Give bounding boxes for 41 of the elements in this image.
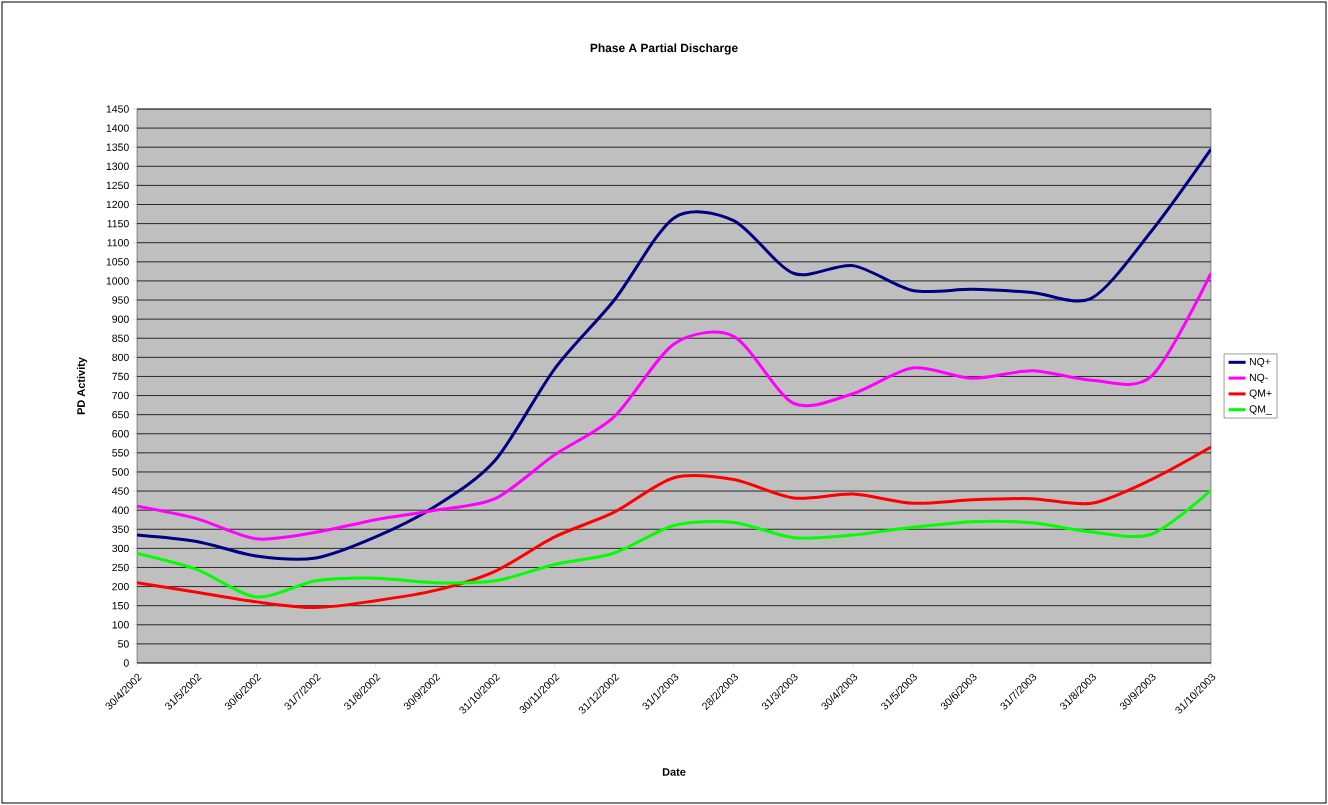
legend-label: NQ+ (1249, 357, 1271, 368)
y-tick-label: 1350 (106, 143, 129, 151)
y-tick-label: 550 (112, 449, 129, 457)
legend-label: QM_ (1249, 405, 1272, 415)
y-tick-label: 0 (123, 659, 129, 667)
y-tick-label: 50 (118, 640, 129, 648)
y-tick-label: 100 (112, 621, 129, 629)
chart-title: Phase A Partial Discharge (590, 43, 738, 55)
y-tick-label: 1200 (106, 200, 129, 209)
y-tick-label: 1150 (107, 219, 129, 228)
y-tick-label: 650 (112, 410, 129, 419)
y-axis-title: PD Activity (76, 357, 88, 415)
y-tick-label: 500 (112, 468, 129, 476)
y-tick-label: 950 (112, 296, 129, 304)
y-tick-label: 1000 (106, 277, 129, 285)
y-tick-label: 850 (112, 334, 129, 342)
line-series (137, 445, 1212, 610)
y-tick-label: 1400 (106, 124, 129, 132)
y-tick-label: 900 (112, 315, 129, 323)
y-tick-label: 1050 (106, 258, 129, 266)
y-tick-label: 150 (112, 601, 129, 610)
y-tick-label: 250 (112, 563, 129, 572)
line-series (137, 488, 1212, 599)
y-tick-label: 700 (112, 391, 129, 400)
y-tick-label: 1250 (106, 181, 129, 190)
y-tick-label: 800 (112, 353, 129, 362)
legend-label: NQ- (1249, 373, 1268, 383)
y-tick-label: 450 (112, 487, 129, 495)
y-tick-label: 200 (112, 582, 129, 591)
x-axis-title: Date (662, 768, 686, 776)
line-series (137, 271, 1212, 541)
y-tick-label: 400 (112, 506, 129, 514)
line-series (137, 147, 1212, 561)
y-tick-label: 350 (112, 525, 129, 533)
y-tick-label: 600 (112, 430, 129, 438)
y-tick-label: 1450 (106, 105, 129, 113)
legend-label: QM+ (1249, 389, 1272, 399)
y-tick-label: 1100 (107, 239, 129, 247)
y-tick-label: 750 (112, 372, 129, 381)
y-tick-label: 300 (112, 544, 129, 553)
y-tick-label: 1300 (106, 162, 129, 171)
